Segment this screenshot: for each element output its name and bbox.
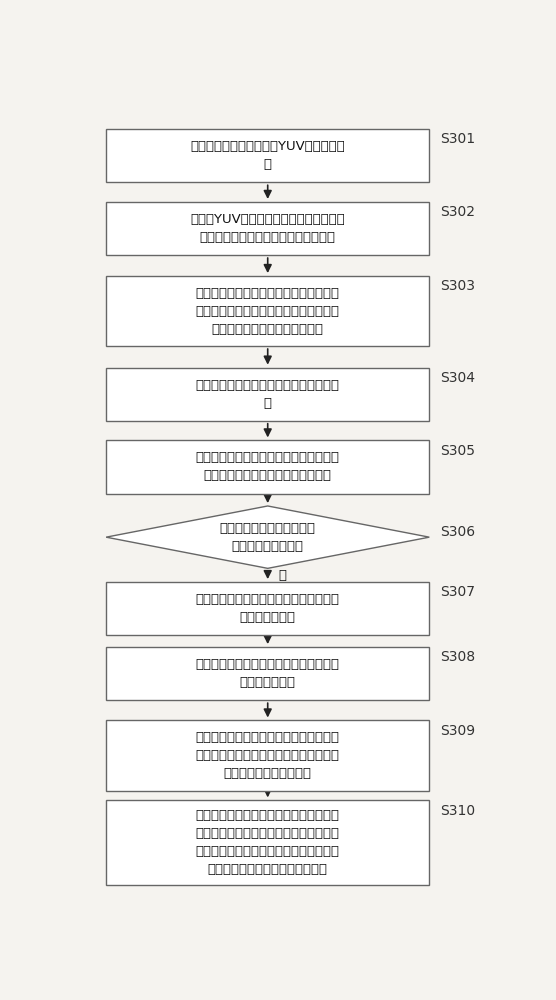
- FancyBboxPatch shape: [106, 129, 429, 182]
- Text: S306: S306: [440, 525, 475, 539]
- Text: S303: S303: [440, 279, 475, 293]
- Text: 将当前帧的源图像等分为预设数目的图像
块: 将当前帧的源图像等分为预设数目的图像 块: [196, 379, 340, 410]
- FancyBboxPatch shape: [106, 440, 429, 494]
- Text: 将当前帧源图像所有的降采样值分别与对
应上一帧图像的降采样值作差，得到所述
当前帧源图像所有的降采样差值: 将当前帧源图像所有的降采样值分别与对 应上一帧图像的降采样值作差，得到所述 当前…: [196, 287, 340, 336]
- Text: 对所述YUV格式的源图像进行降采样，并
将降采样中获得的亮度值作为降采样值: 对所述YUV格式的源图像进行降采样，并 将降采样中获得的亮度值作为降采样值: [190, 213, 345, 244]
- Text: 判断图像块的总降采样差值
是否大于预设的阈值: 判断图像块的总降采样差值 是否大于预设的阈值: [220, 522, 316, 553]
- Text: 是: 是: [279, 569, 286, 582]
- Text: 将图像块中的所有降采样差值的绝对值相
加，获得所述图像块的总降采样差值: 将图像块中的所有降采样差值的绝对值相 加，获得所述图像块的总降采样差值: [196, 451, 340, 482]
- Text: 将所述发生变化的图像块以所述编码时间
最少的组合方式进行组合，并对所述发生
变化的图像块组合的像素和位置信息进行
编码，得到当前帧图像的编码数据: 将所述发生变化的图像块以所述编码时间 最少的组合方式进行组合，并对所述发生 变化…: [196, 809, 340, 876]
- FancyBboxPatch shape: [106, 202, 429, 255]
- Text: 将当前帧的源图像转换为YUV格式的源图
像: 将当前帧的源图像转换为YUV格式的源图 像: [190, 140, 345, 171]
- FancyBboxPatch shape: [106, 276, 429, 346]
- Text: 获得所述发生变化的图像块在当前帧源图
像中的位置信息: 获得所述发生变化的图像块在当前帧源图 像中的位置信息: [196, 658, 340, 689]
- Text: S308: S308: [440, 650, 475, 664]
- Text: S302: S302: [440, 205, 475, 219]
- FancyBboxPatch shape: [106, 368, 429, 421]
- Text: 分别计算出所述发生变化的图像块以不同
组合方式进行编码需要的编码时间，选取
编码时间最少的组合方式: 分别计算出所述发生变化的图像块以不同 组合方式进行编码需要的编码时间，选取 编码…: [196, 731, 340, 780]
- Text: S310: S310: [440, 804, 475, 818]
- Text: 确定所述图像块发生变化，并获取发生变
化的所述图像块: 确定所述图像块发生变化，并获取发生变 化的所述图像块: [196, 593, 340, 624]
- Text: S309: S309: [440, 724, 475, 738]
- FancyBboxPatch shape: [106, 720, 429, 791]
- Text: S305: S305: [440, 444, 475, 458]
- Text: S304: S304: [440, 371, 475, 385]
- FancyBboxPatch shape: [106, 647, 429, 700]
- Text: S301: S301: [440, 132, 475, 146]
- Polygon shape: [106, 506, 429, 568]
- FancyBboxPatch shape: [106, 582, 429, 635]
- Text: S307: S307: [440, 585, 475, 599]
- FancyBboxPatch shape: [106, 800, 429, 885]
